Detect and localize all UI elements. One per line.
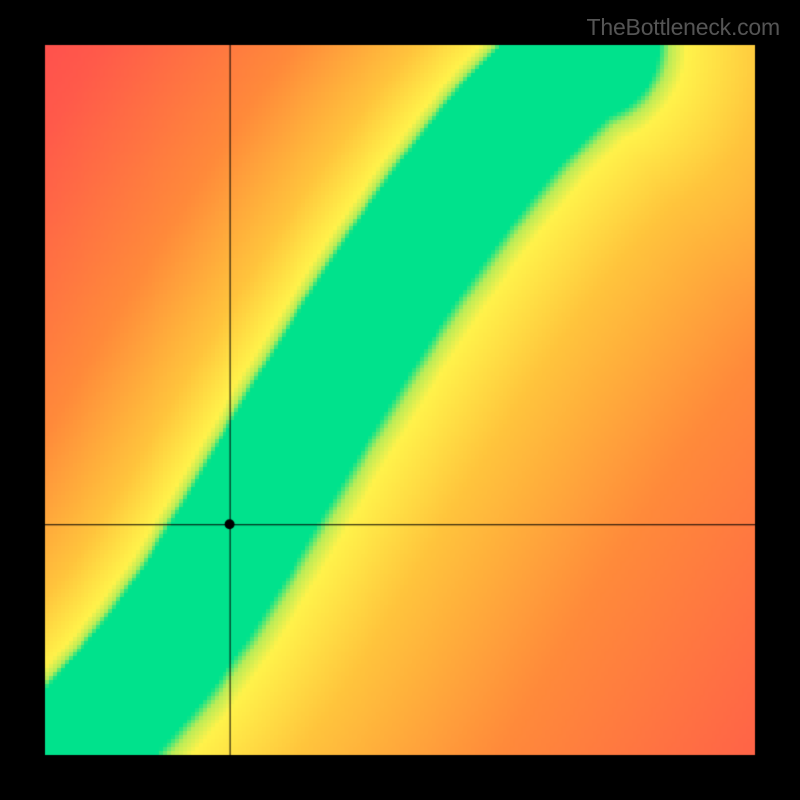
watermark-text: TheBottleneck.com (587, 14, 780, 41)
heatmap-canvas (0, 0, 800, 800)
chart-container: TheBottleneck.com (0, 0, 800, 800)
